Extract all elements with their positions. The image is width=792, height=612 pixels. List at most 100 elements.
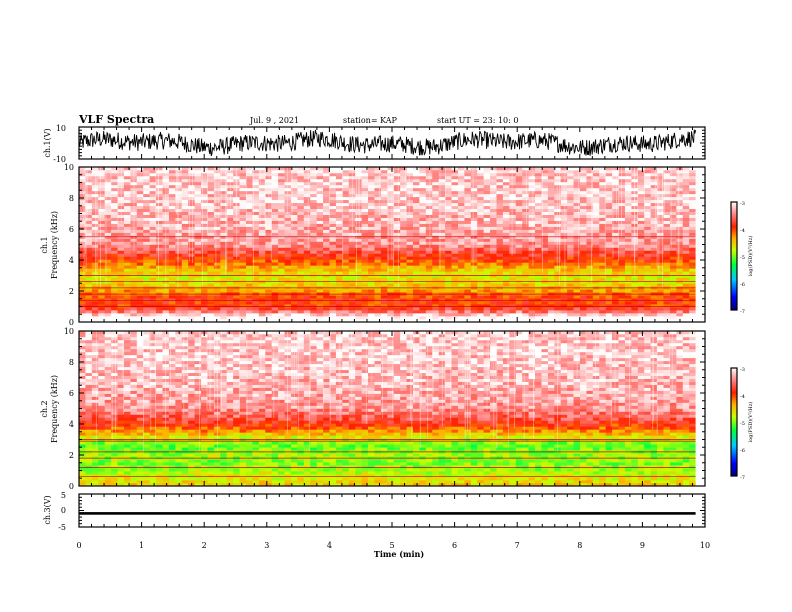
spectrogram-cell xyxy=(406,271,414,275)
spectrogram-cell xyxy=(303,205,311,210)
spectrogram-cell xyxy=(689,256,696,260)
spectrogram-cell xyxy=(451,184,459,189)
spectrogram-cell xyxy=(509,199,517,204)
spectrogram-cell xyxy=(252,259,260,263)
spectrogram-cell xyxy=(445,304,452,308)
spectrogram-cell xyxy=(676,244,684,248)
spectrogram-cell xyxy=(201,244,208,248)
spectrogram-cell xyxy=(560,253,568,257)
spectrogram-cell xyxy=(168,244,176,248)
spectrogram-cell xyxy=(368,205,375,210)
spectrogram-cell xyxy=(368,247,375,251)
spectrogram-cell xyxy=(393,211,401,215)
spectrogram-cell xyxy=(477,316,484,320)
spectrogram-cell xyxy=(79,250,86,254)
spectrogram-cell xyxy=(188,289,195,293)
spectrogram-cell xyxy=(297,307,305,311)
spectrogram-cell xyxy=(432,226,439,230)
spectrogram-cell xyxy=(220,169,228,174)
spectrogram-cell xyxy=(310,247,317,251)
spectrogram-cell xyxy=(528,208,536,213)
spectrogram-cell xyxy=(104,271,112,275)
spectrogram-cell xyxy=(393,202,401,207)
spectrogram-cell xyxy=(413,244,420,248)
spectrogram-cell xyxy=(156,196,163,201)
spectrogram-cell xyxy=(413,199,420,204)
spectrogram-cell xyxy=(79,208,86,213)
spectrogram-cell xyxy=(502,319,510,323)
spectrogram-cell xyxy=(181,289,189,293)
spectrogram-cell xyxy=(175,205,183,210)
spectrogram-cell xyxy=(226,217,234,221)
spectrogram-cell xyxy=(605,229,613,233)
spectrogram-cell xyxy=(560,235,568,239)
spectrogram-cell xyxy=(470,217,478,221)
spectrogram-cell xyxy=(188,277,195,281)
spectrogram-cell xyxy=(592,298,600,302)
spectrogram-cell xyxy=(207,199,215,204)
spectrogram-cell xyxy=(136,301,144,305)
spectrogram-cell xyxy=(618,256,626,260)
spectrogram-cell xyxy=(586,211,594,215)
spectrogram-cell xyxy=(348,310,356,314)
spectrogram-cell xyxy=(297,220,305,224)
spectrogram-cell xyxy=(284,265,292,269)
spectrogram-cell xyxy=(207,301,215,305)
spectrogram-cell xyxy=(547,262,555,266)
spectrogram-cell xyxy=(586,307,594,311)
spectrogram-cell xyxy=(207,307,215,311)
spectrogram-cell xyxy=(554,295,562,299)
spectrogram-cell xyxy=(194,283,202,287)
spectrogram-cell xyxy=(117,310,125,314)
spectrogram-cell xyxy=(425,316,433,320)
spectrogram-cell xyxy=(592,178,600,183)
spectrogram-cell xyxy=(573,250,581,254)
spectrogram-cell xyxy=(246,178,253,183)
spectrogram-cell xyxy=(400,235,407,239)
spectrogram-cell xyxy=(406,250,414,254)
spectrogram-cell xyxy=(181,235,189,239)
spectrogram-cell xyxy=(123,193,131,198)
spectrogram-cell xyxy=(580,220,587,224)
spectrogram-cell xyxy=(393,241,401,245)
spectrogram-cell xyxy=(136,316,144,320)
spectrogram-cell xyxy=(586,247,594,251)
spectrogram-cell xyxy=(130,196,138,201)
spectrogram-cell xyxy=(194,202,202,207)
spectrogram-cell xyxy=(522,226,529,230)
spectrogram-cell xyxy=(278,205,285,210)
spectrogram-cell xyxy=(284,211,292,215)
spectrogram-cell xyxy=(438,262,446,266)
spectrogram-cell xyxy=(502,289,510,293)
spectrogram-cell xyxy=(438,220,446,224)
spectrogram-cell xyxy=(464,181,472,186)
spectrogram-cell xyxy=(509,262,517,266)
spectrogram-cell xyxy=(657,265,664,269)
spectrogram-cell xyxy=(560,265,568,269)
spectrogram-cell xyxy=(258,295,266,299)
spectrogram-cell xyxy=(220,244,228,248)
spectrogram-cell xyxy=(547,313,555,317)
spectrogram-cell xyxy=(451,232,459,236)
spectrogram-cell xyxy=(207,298,215,302)
spectrogram-cell xyxy=(104,217,112,221)
spectrogram-cell xyxy=(631,259,639,263)
spectrogram-cell xyxy=(650,274,658,278)
spectrogram-cell xyxy=(79,307,86,311)
spectrogram-cell xyxy=(387,277,395,281)
spectrogram-cell xyxy=(117,199,125,204)
spectrogram-cell xyxy=(310,208,317,213)
spectrogram-cell xyxy=(233,238,240,242)
spectrogram-cell xyxy=(79,223,86,227)
spectrogram-cell xyxy=(663,301,671,305)
spectrogram-cell xyxy=(631,226,639,230)
spectrogram-cell xyxy=(535,265,542,269)
spectrogram-cell xyxy=(226,199,234,204)
spectrogram-cell xyxy=(226,256,234,260)
spectrogram-cell xyxy=(278,235,285,239)
spectrogram-cell xyxy=(117,196,125,201)
spectrogram-cell xyxy=(637,196,645,201)
spectrogram-cell xyxy=(393,232,401,236)
spectrogram-cell xyxy=(464,256,472,260)
spectrogram-cell xyxy=(393,295,401,299)
